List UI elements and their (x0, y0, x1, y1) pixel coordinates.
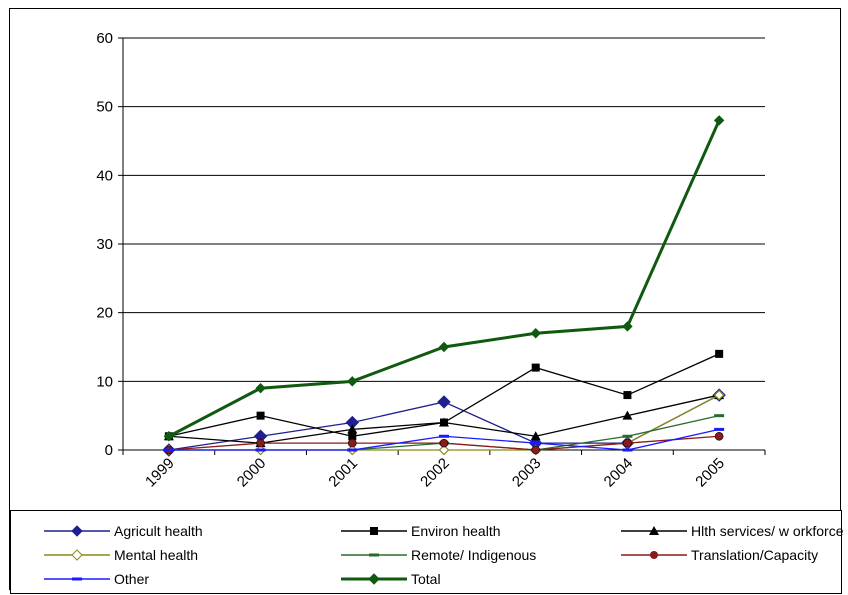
y-tick-label: 0 (105, 442, 113, 459)
y-tick-label: 30 (96, 236, 113, 253)
data-point (439, 438, 449, 448)
data-point (530, 441, 541, 445)
data-point (622, 448, 633, 452)
legend-swatch (621, 551, 687, 559)
legend-swatch (621, 526, 687, 535)
series-line-7 (168, 119, 721, 438)
data-point (623, 391, 632, 400)
data-point (347, 424, 358, 434)
data-point (622, 410, 633, 420)
x-tick-label: 2005 (692, 455, 728, 491)
legend-item: Other (44, 569, 149, 589)
data-point (347, 438, 357, 448)
y-tick-label: 20 (96, 305, 113, 322)
legend-label: Translation/Capacity (691, 547, 819, 563)
data-point (256, 411, 265, 420)
y-tick-label: 10 (96, 373, 113, 390)
data-point (439, 434, 449, 438)
data-point (530, 431, 541, 441)
data-point (715, 349, 724, 358)
data-point (347, 448, 358, 452)
legend-label: Remote/ Indigenous (411, 547, 537, 563)
data-point (439, 417, 449, 427)
x-tick-label: 2000 (234, 455, 270, 491)
data-point (255, 382, 266, 394)
data-point (347, 376, 358, 387)
data-point (163, 431, 175, 442)
data-point (348, 432, 357, 441)
legend-swatch (44, 577, 110, 581)
legend-label: Agricult health (114, 523, 203, 539)
x-tick-label: 1999 (142, 455, 178, 491)
legend-label: Other (114, 571, 150, 587)
line-chart: 0 10 20 30 40 50 60 1999 2000 2001 2002 2003 2004 200… (96, 30, 766, 491)
data-point (438, 341, 450, 353)
data-point (437, 395, 451, 409)
legend-swatch (341, 527, 407, 535)
legend-swatch (44, 549, 110, 561)
legend-item: Remote/ Indigenous (341, 545, 536, 565)
data-point (714, 414, 725, 418)
legend-swatch (341, 573, 407, 585)
legend-swatch (44, 525, 110, 537)
data-point (713, 389, 725, 401)
data-point (531, 445, 541, 455)
data-point (622, 434, 633, 438)
legend-item: Mental health (44, 545, 198, 565)
y-tick-label: 60 (96, 30, 113, 47)
data-point (255, 448, 266, 452)
legend-item: Environ health (341, 521, 501, 541)
data-point (256, 438, 265, 448)
legend-label: Total (411, 571, 441, 587)
x-tick-label: 2002 (417, 455, 453, 491)
data-point (531, 363, 540, 372)
y-tick-label: 50 (96, 99, 113, 116)
data-point (438, 444, 450, 456)
x-tick-label: 2003 (509, 455, 545, 491)
legend-label: Mental health (114, 547, 199, 563)
legend-label: Environ health (411, 523, 501, 539)
chart-frame: 0 10 20 30 40 50 60 1999 2000 2001 2002 2003 2004 200… (9, 8, 841, 590)
legend-label: Hlth services/ w orkforce (691, 523, 844, 539)
data-point (714, 427, 725, 431)
data-point (622, 321, 633, 332)
data-point (623, 438, 632, 448)
y-tick-label: 40 (96, 167, 113, 184)
legend-swatch (341, 553, 407, 557)
legend-item: Total (341, 569, 441, 589)
x-tick-label: 2001 (325, 455, 361, 491)
legend-item: Agricult health (44, 521, 203, 541)
data-point (713, 115, 725, 126)
legend-item: Hlth services/ w orkforce (621, 521, 843, 541)
legend-item: Translation/Capacity (621, 545, 818, 565)
x-tick-label: 2004 (601, 455, 637, 491)
chart-legend: Agricult health Environ health Hlth servic… (10, 510, 843, 594)
data-point (714, 431, 724, 441)
data-point (530, 328, 541, 339)
data-point (163, 448, 174, 452)
